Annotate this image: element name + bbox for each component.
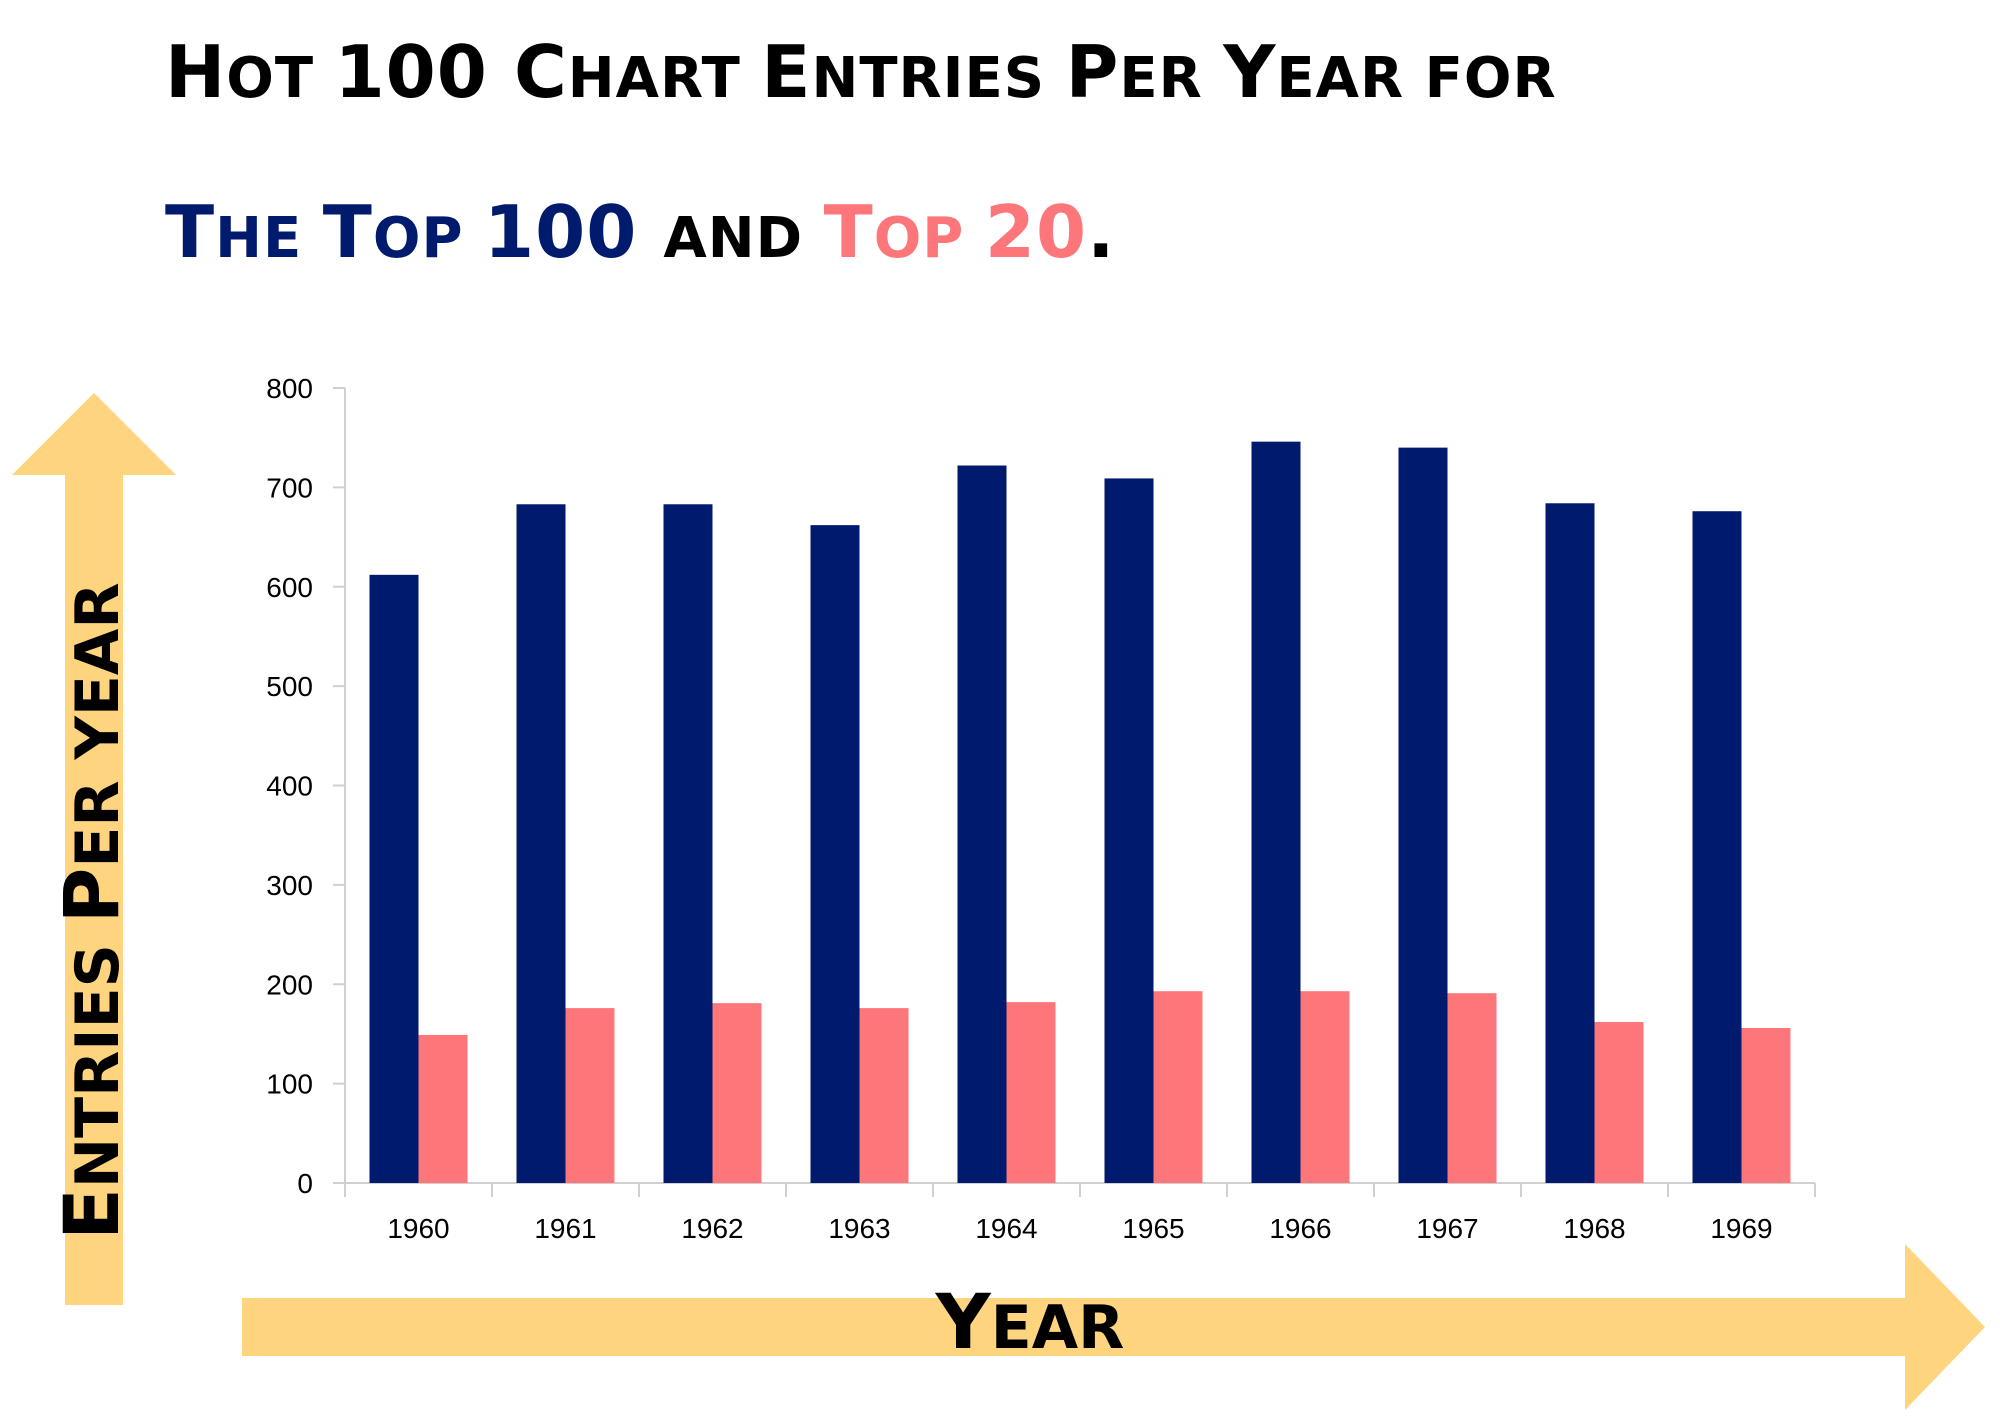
title-line1-segment: P — [1065, 30, 1120, 114]
bar-top-20 — [1741, 1027, 1791, 1183]
y-axis-arrow — [12, 393, 176, 1305]
bar-top-20 — [712, 1003, 762, 1183]
bar-top-100 — [1398, 447, 1448, 1183]
title-line2-segment: OP — [372, 206, 485, 271]
chart-title-line-1: HOT 100 CHART ENTRIES PER YEAR FOR — [165, 30, 1557, 114]
title-line1-segment: Y — [1223, 30, 1277, 114]
bar-top-100 — [1545, 503, 1595, 1183]
x-axis-arrow — [242, 1244, 1985, 1410]
y-title-segment: ER YEAR — [63, 582, 133, 867]
y-tick-label: 100 — [266, 1069, 313, 1100]
x-tick-label: 1960 — [387, 1213, 449, 1244]
y-tick-label: 500 — [266, 671, 313, 702]
y-tick-label: 0 — [297, 1168, 313, 1199]
bar-top-100 — [810, 525, 860, 1183]
x-tick-label: 1967 — [1416, 1213, 1478, 1244]
y-tick-label: 700 — [266, 472, 313, 503]
plot-area: 0 100 200 300 400 500 600 700 800 1960 1961 1962 196… — [266, 373, 1816, 1244]
bar-top-20 — [859, 1008, 909, 1183]
title-line2-segment: T — [322, 190, 373, 274]
bar-top-100 — [1104, 478, 1154, 1183]
y-title-segment: P — [47, 868, 136, 924]
title-line2-segment: T — [823, 190, 874, 274]
title-line2-segment: HE — [215, 206, 323, 271]
y-tick-label: 400 — [266, 771, 313, 802]
y-tick-label: 200 — [266, 969, 313, 1000]
title-line1-segment: C — [513, 30, 568, 114]
x-tick-label: 1964 — [975, 1213, 1037, 1244]
bar-top-100 — [1692, 511, 1742, 1184]
bar-top-20 — [1006, 1002, 1056, 1183]
y-tick-label: 600 — [266, 572, 313, 603]
bar-top-100 — [516, 504, 566, 1183]
y-tick-label: 800 — [266, 373, 313, 404]
title-line1-segment: HART — [567, 46, 762, 111]
title-line2-segment: 20 — [984, 190, 1088, 274]
title-line1-segment: ER — [1119, 46, 1224, 111]
title-line2-segment: AND — [663, 206, 824, 271]
x-tick-label: 1969 — [1710, 1213, 1772, 1244]
bar-top-100 — [663, 504, 713, 1183]
title-line2-segment: 100 — [484, 190, 664, 274]
bar-top-100 — [369, 574, 419, 1183]
x-tick-label: 1963 — [828, 1213, 890, 1244]
bar-top-20 — [418, 1034, 468, 1183]
y-axis-title: ENTRIES PER YEAR — [47, 582, 136, 1240]
y-title-segment: NTRIES — [63, 923, 133, 1188]
title-line1-segment: 100 — [334, 30, 514, 114]
x-tick-label: 1962 — [681, 1213, 743, 1244]
bar-top-20 — [1300, 991, 1350, 1183]
bar-top-20 — [1594, 1022, 1644, 1183]
bar-top-100 — [957, 465, 1007, 1183]
title-line2-segment: OP — [873, 206, 985, 271]
title-line1-segment: E — [761, 30, 812, 114]
x-title-segment: Y — [935, 1277, 992, 1366]
title-line1-segment: H — [165, 30, 227, 114]
bar-top-20 — [565, 1008, 615, 1183]
x-tick-label: 1966 — [1269, 1213, 1331, 1244]
x-tick-label: 1968 — [1563, 1213, 1625, 1244]
y-title-segment: E — [47, 1188, 136, 1240]
title-line1-segment: OT — [226, 46, 335, 111]
bar-top-100 — [1251, 441, 1301, 1184]
x-title-segment: EAR — [991, 1293, 1125, 1363]
x-tick-label: 1961 — [534, 1213, 596, 1244]
chart-title-line-2: THE TOP 100 AND TOP 20. — [165, 190, 1115, 274]
x-tick-label: 1965 — [1122, 1213, 1184, 1244]
x-axis-title: YEAR — [935, 1277, 1125, 1366]
bar-top-20 — [1153, 991, 1203, 1183]
title-line1-segment: NTRIES — [811, 46, 1066, 111]
title-line2-segment: . — [1087, 190, 1116, 274]
bar-top-20 — [1447, 993, 1497, 1183]
title-line2-segment: T — [165, 190, 216, 274]
title-line1-segment: EAR FOR — [1276, 46, 1557, 111]
y-tick-label: 300 — [266, 870, 313, 901]
